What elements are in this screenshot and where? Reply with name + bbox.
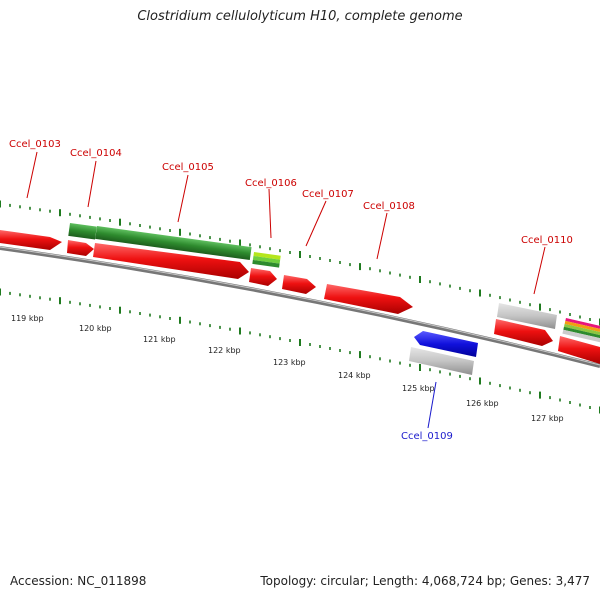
- gene-label-ccel0103[interactable]: Ccel_0103: [9, 139, 61, 150]
- scale-label: 120 kbp: [79, 324, 112, 333]
- gene-cluster-right[interactable]: [562, 318, 600, 343]
- scale-label: 124 kbp: [338, 371, 371, 380]
- gene-label-ccel0104[interactable]: Ccel_0104: [70, 148, 122, 159]
- gene-label-ccel0107[interactable]: Ccel_0107: [302, 189, 354, 200]
- gene-red-a[interactable]: [67, 240, 94, 256]
- accession-text: Accession: NC_011898: [10, 574, 147, 588]
- scale-label: 121 kbp: [143, 335, 176, 344]
- scale-label: 123 kbp: [273, 358, 306, 367]
- gene-ccel0103[interactable]: [0, 230, 62, 250]
- gene-label-ccel0105[interactable]: Ccel_0105: [162, 162, 214, 173]
- gene-red-b[interactable]: [93, 243, 249, 279]
- gene-ccel0108[interactable]: [324, 284, 413, 314]
- upper-tick-track: [0, 200, 600, 326]
- gene-red-e[interactable]: [558, 336, 600, 364]
- scale-label: 126 kbp: [466, 399, 499, 408]
- gene-red-d[interactable]: [494, 319, 553, 346]
- genome-stats-text: Topology: circular; Length: 4,068,724 bp…: [260, 574, 590, 588]
- gene-ccel0109[interactable]: [414, 331, 478, 357]
- scale-label: 125 kbp: [402, 384, 435, 393]
- gene-ccel0107[interactable]: [282, 275, 316, 294]
- genome-backbone-highlight: [0, 246, 600, 366]
- lower-tick-track: [0, 288, 600, 414]
- gene-ccel0106[interactable]: [252, 252, 281, 268]
- gene-label-ccel0110[interactable]: Ccel_0110: [521, 235, 573, 246]
- gene-labels: Ccel_0103 Ccel_0104 Ccel_0105 Ccel_0106 …: [9, 139, 573, 442]
- gene-label-ccel0108[interactable]: Ccel_0108: [363, 201, 415, 212]
- gene-ccel0110[interactable]: [497, 303, 557, 329]
- gene-label-ccel0106[interactable]: Ccel_0106: [245, 178, 297, 189]
- gene-gray-lower[interactable]: [409, 347, 474, 375]
- gene-ccel0105[interactable]: [95, 226, 252, 261]
- scale-label: 119 kbp: [11, 314, 44, 323]
- label-leaders: [26, 151, 546, 429]
- gene-label-ccel0109[interactable]: Ccel_0109: [401, 431, 453, 442]
- scale-labels: 119 kbp 120 kbp 121 kbp 122 kbp 123 kbp …: [11, 314, 564, 423]
- gene-ccel0104[interactable]: [68, 223, 97, 240]
- genome-backbone: [0, 246, 600, 368]
- scale-label: 127 kbp: [531, 414, 564, 423]
- gene-red-c[interactable]: [249, 268, 277, 286]
- scale-label: 122 kbp: [208, 346, 241, 355]
- genome-title: Clostridium cellulolyticum H10, complete…: [137, 9, 463, 24]
